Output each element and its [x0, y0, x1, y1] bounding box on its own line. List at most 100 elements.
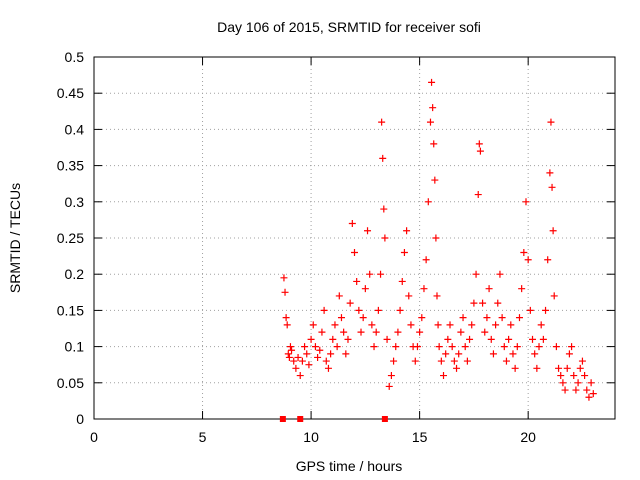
data-point [400, 248, 408, 256]
data-point [430, 140, 438, 148]
zero-marker [381, 416, 388, 422]
data-point [485, 285, 493, 293]
data-point [420, 285, 428, 293]
data-point [489, 350, 497, 358]
data-point [413, 343, 421, 351]
data-point [303, 350, 311, 358]
data-point [327, 350, 335, 358]
data-point [435, 343, 443, 351]
data-point [505, 335, 513, 343]
data-point [314, 353, 322, 361]
data-point [422, 256, 430, 264]
data-point [337, 314, 345, 322]
data-point [353, 277, 361, 285]
data-point [331, 321, 339, 329]
y-tick-label: 0.05 [57, 375, 84, 391]
data-point [370, 343, 378, 351]
data-point [392, 343, 400, 351]
data-point [537, 321, 545, 329]
data-point [344, 335, 352, 343]
data-point [318, 328, 326, 336]
data-point [513, 343, 521, 351]
data-point [463, 357, 471, 365]
y-tick-label: 0.1 [65, 339, 85, 355]
data-point [461, 343, 469, 351]
data-point [450, 357, 458, 365]
y-tick-label: 0.15 [57, 302, 84, 318]
x-tick-label: 15 [412, 429, 428, 445]
data-point [589, 390, 597, 398]
data-point [448, 343, 456, 351]
data-point [572, 386, 580, 394]
data-point [481, 328, 489, 336]
data-point [470, 299, 478, 307]
data-point [342, 350, 350, 358]
data-point [418, 314, 426, 322]
data-point [311, 343, 319, 351]
data-point [378, 118, 386, 126]
data-point [498, 314, 506, 322]
data-point [431, 176, 439, 184]
data-point [390, 357, 398, 365]
data-point [466, 335, 474, 343]
data-point [492, 321, 500, 329]
y-tick-label: 0.5 [65, 49, 85, 65]
data-point [526, 306, 534, 314]
data-point [446, 321, 454, 329]
chart-title: Day 106 of 2015, SRMTID for receiver sof… [217, 19, 481, 35]
data-point [585, 393, 593, 401]
data-point [405, 292, 413, 300]
data-point [529, 335, 537, 343]
data-point [305, 361, 313, 369]
data-point [416, 328, 424, 336]
y-tick-label: 0.45 [57, 85, 84, 101]
data-point [561, 386, 569, 394]
data-point [496, 270, 504, 278]
data-point [361, 285, 369, 293]
data-point [476, 147, 484, 155]
data-point [546, 169, 554, 177]
data-point [574, 379, 582, 387]
data-point [440, 372, 448, 380]
data-point [396, 306, 404, 314]
data-point [507, 321, 515, 329]
data-point [377, 270, 385, 278]
data-point [286, 343, 294, 351]
y-tick-label: 0.35 [57, 158, 84, 174]
data-point [581, 372, 589, 380]
data-point [280, 274, 288, 282]
y-tick-label: 0.2 [65, 266, 85, 282]
data-point [324, 364, 332, 372]
data-point [301, 343, 309, 351]
data-point [292, 364, 300, 372]
data-point [583, 386, 591, 394]
data-point [453, 364, 461, 372]
data-point [309, 321, 317, 329]
data-point [359, 314, 367, 322]
zero-marker [279, 416, 286, 422]
data-point [539, 335, 547, 343]
data-point [434, 321, 442, 329]
data-points [280, 78, 597, 401]
data-point [502, 357, 510, 365]
data-point [355, 306, 363, 314]
data-point [403, 227, 411, 235]
data-point [444, 335, 452, 343]
data-point [320, 306, 328, 314]
data-point [335, 292, 343, 300]
data-point [283, 321, 291, 329]
x-tick-labels: 0 5 10 15 20 [90, 429, 536, 445]
data-point [515, 314, 523, 322]
data-point [383, 335, 391, 343]
data-point [565, 350, 573, 358]
x-tick-label: 0 [90, 429, 98, 445]
data-point [426, 118, 434, 126]
x-axis-label: GPS time / hours [296, 458, 403, 474]
data-point [500, 343, 508, 351]
data-point [563, 364, 571, 372]
data-point [407, 321, 415, 329]
data-point [364, 227, 372, 235]
data-point [348, 220, 356, 228]
data-point [474, 191, 482, 199]
data-point [329, 335, 337, 343]
